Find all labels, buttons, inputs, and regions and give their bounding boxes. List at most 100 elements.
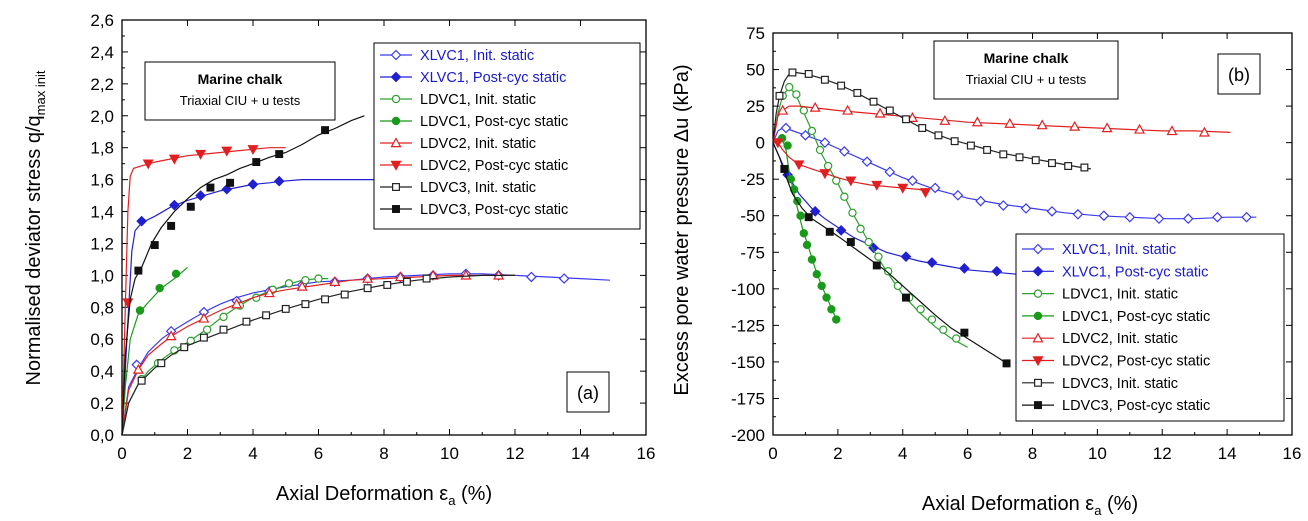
- legend-swatch-marker-ldvc1-init-static: [391, 94, 401, 104]
- data-point-xlvc1-init-static: [1153, 213, 1165, 224]
- x-tick-label-b: 4: [898, 444, 907, 463]
- data-point-ldvc1-init-static: [284, 279, 294, 288]
- legend-swatch-marker-ldvc3-init-static: [1034, 378, 1042, 387]
- data-point-ldvc2-init-static: [362, 272, 374, 283]
- data-point-ldvc3-init-static: [788, 68, 797, 77]
- legend-swatch-marker-ldvc2-post-cyc-static: [390, 160, 402, 171]
- x-tick-label-b: 16: [1283, 444, 1302, 463]
- data-point-ldvc2-post-cyc-static: [142, 159, 154, 170]
- data-point-xlvc1-init-static: [907, 175, 918, 186]
- y-tick-label-a: 0,6: [90, 330, 114, 349]
- y-tick-label-a: 1,0: [90, 266, 114, 285]
- data-point-ldvc3-post-cyc-static: [960, 328, 969, 337]
- data-point-ldvc3-post-cyc-static: [902, 293, 910, 302]
- data-point-ldvc1-init-static: [952, 334, 961, 343]
- data-point-ldvc2-init-static: [132, 363, 144, 374]
- axis-ticks-a: 0 2 4 6 8 10 12 14 16 0,0 0,2 0,4 0,6 0,8 1,0 1,2 1,4 1,6…: [90, 11, 655, 463]
- legend-swatch-marker-ldvc3-post-cyc-static: [392, 205, 400, 213]
- series-line-ldvc2-init-static: [772, 105, 1231, 143]
- data-point-ldvc1-init-static: [848, 208, 857, 218]
- data-point-ldvc1-post-cyc-static: [812, 270, 821, 279]
- data-point-ldvc3-init-static: [934, 131, 943, 140]
- data-point-ldvc3-init-static: [340, 290, 349, 299]
- y-tick-label-a: 2,4: [90, 43, 114, 62]
- y-tick-label-a: 0,4: [90, 362, 114, 381]
- legend-label-xlvc1-post-cyc-static: XLVC1, Post-cyc static: [420, 70, 566, 86]
- data-point-ldvc3-init-static: [853, 88, 862, 97]
- data-point-xlvc1-post-cyc-static: [247, 179, 259, 190]
- data-point-ldvc3-init-static: [1015, 153, 1024, 162]
- data-point-ldvc2-init-static: [777, 104, 789, 115]
- x-tick-label-a: 12: [506, 444, 525, 463]
- data-point-ldvc2-post-cyc-static: [871, 180, 883, 191]
- panel-label-box-b: [1217, 53, 1261, 95]
- data-point-ldvc3-init-static: [902, 115, 910, 124]
- series-line-ldvc3-post-cyc-static: [121, 115, 365, 436]
- data-point-ldvc2-post-cyc-static: [247, 145, 259, 156]
- data-point-ldvc1-init-static: [823, 161, 833, 171]
- data-point-xlvc1-post-cyc-static: [900, 251, 912, 263]
- legend-swatch-marker-ldvc2-init-static: [390, 137, 402, 148]
- data-point-ldvc3-post-cyc-static: [252, 158, 261, 167]
- legend-swatch-marker-ldvc3-init-static: [392, 183, 400, 191]
- data-point-ldvc2-init-static: [460, 269, 472, 280]
- panel-label-a: (a): [577, 383, 599, 403]
- legend-swatch-marker-xlvc1-post-cyc-static: [1032, 265, 1044, 277]
- legend-label-ldvc3-init-static: LDVC3, Init. static: [420, 180, 536, 196]
- data-point-ldvc3-post-cyc-static: [150, 241, 159, 250]
- y-tick-label-b: -150: [731, 353, 765, 372]
- data-point-ldvc3-init-static: [999, 150, 1008, 159]
- x-tick-label-a: 10: [440, 444, 459, 463]
- panel-a: 0 2 4 6 8 10 12 14 16 0,0 0,2 0,4 0,6 0,8 1,0 1,2 1,4 1,6…: [23, 11, 655, 508]
- data-point-ldvc3-post-cyc-static: [167, 221, 176, 230]
- data-point-ldvc1-init-static: [864, 237, 873, 247]
- data-point-ldvc1-init-static: [939, 325, 948, 334]
- data-point-ldvc1-post-cyc-static: [827, 305, 836, 314]
- data-point-xlvc1-init-static: [780, 122, 792, 134]
- legend-label-xlvc1-post-cyc-static: XLVC1, Post-cyc static: [1062, 264, 1208, 280]
- data-point-xlvc1-init-static: [558, 273, 570, 284]
- data-point-xlvc1-post-cyc-static: [273, 175, 285, 187]
- data-point-ldvc3-init-static: [950, 137, 959, 146]
- y-tick-label-b: 25: [746, 97, 765, 116]
- x-tick-label-b: 10: [1088, 444, 1107, 463]
- x-tick-label-b: 0: [768, 444, 777, 463]
- series-line-xlvc1-init-static: [772, 127, 1257, 220]
- data-point-xlvc1-init-static: [1020, 203, 1032, 214]
- annotation-box-a: [144, 61, 336, 121]
- y-tick-label-b: -25: [740, 170, 765, 189]
- panel-label-b: (b): [1228, 65, 1250, 85]
- data-point-ldvc2-init-static: [1036, 119, 1048, 130]
- data-point-ldvc2-init-static: [1004, 117, 1016, 128]
- data-point-ldvc3-post-cyc-static: [321, 126, 330, 135]
- series-line-xlvc1-post-cyc-static: [772, 142, 1017, 275]
- legend-label-ldvc1-init-static: LDVC1, Init. static: [1062, 287, 1178, 303]
- data-point-xlvc1-post-cyc-static: [195, 190, 206, 201]
- legend-swatch-marker-ldvc1-init-static: [1033, 289, 1043, 298]
- series-line-xlvc1-init-static: [121, 273, 611, 436]
- data-point-ldvc3-init-static: [885, 106, 894, 115]
- x-tick-label-a: 2: [183, 444, 192, 463]
- data-point-ldvc1-post-cyc-static: [817, 281, 826, 291]
- data-point-xlvc1-post-cyc-static: [809, 205, 821, 217]
- series-line-ldvc3-post-cyc-static: [772, 142, 1007, 364]
- legend-label-ldvc3-init-static: LDVC3, Init. static: [1062, 376, 1178, 392]
- data-point-ldvc1-init-static: [856, 224, 865, 234]
- legend-label-ldvc2-init-static: LDVC2, Init. static: [420, 136, 536, 152]
- data-point-ldvc1-post-cyc-static: [171, 269, 181, 278]
- data-point-ldvc3-post-cyc-static: [825, 227, 834, 236]
- data-point-ldvc3-post-cyc-static: [275, 150, 284, 159]
- data-point-xlvc1-init-static: [1072, 208, 1084, 220]
- data-point-ldvc2-post-cyc-static: [168, 154, 180, 165]
- y-tick-label-b: 50: [746, 61, 765, 80]
- y-tick-label-b: -200: [731, 426, 765, 445]
- y-tick-label-a: 2,0: [90, 107, 114, 126]
- data-point-xlvc1-init-static: [975, 195, 986, 207]
- data-point-ldvc2-post-cyc-static: [897, 183, 909, 194]
- legend-label-ldvc1-post-cyc-static: LDVC1, Post-cyc static: [1062, 309, 1210, 325]
- data-point-ldvc1-init-static: [874, 252, 883, 261]
- data-point-ldvc2-init-static: [1134, 123, 1146, 134]
- y-tick-label-a: 0,0: [90, 426, 114, 445]
- data-point-ldvc2-post-cyc-static: [819, 169, 831, 180]
- data-point-ldvc1-post-cyc-static: [135, 306, 145, 315]
